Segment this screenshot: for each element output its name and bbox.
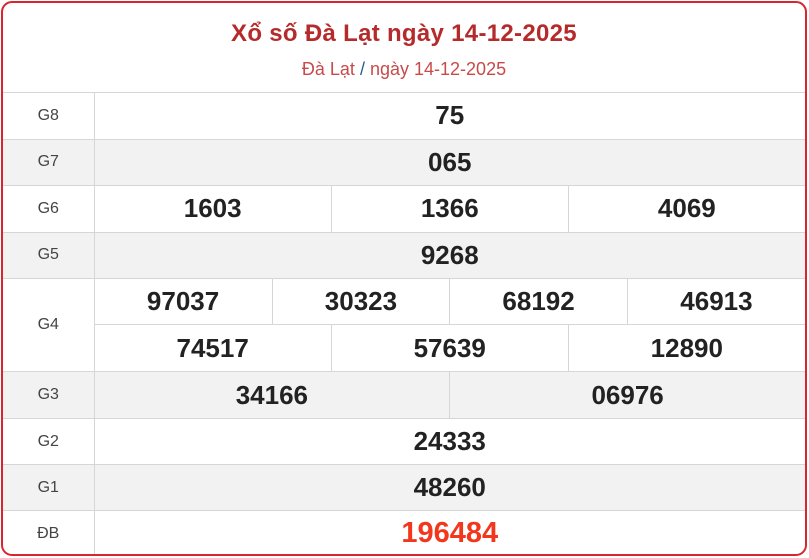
special-prize-number: 196484: [93, 510, 805, 554]
prize-row-g6: G6 1603 1366 4069: [3, 185, 805, 233]
prize-row-g5: G5 9268: [3, 232, 805, 279]
prize-number: 9268: [93, 232, 805, 279]
prize-number: 1603: [183, 193, 242, 223]
breadcrumb: Đà Lạt / ngày 14-12-2025: [3, 59, 805, 80]
prize-number: 4069: [567, 185, 805, 232]
prize-number: 1366: [330, 185, 569, 232]
prize-number: 12890: [567, 325, 805, 371]
prize-number: 48260: [93, 464, 805, 511]
prize-label: G7: [3, 139, 95, 186]
prize-row-g2: G2 24333: [3, 418, 805, 465]
prize-number: 065: [93, 139, 805, 186]
prize-label: G3: [3, 371, 95, 419]
prize-label: G1: [3, 464, 95, 511]
prize-row-special: ĐB 196484: [3, 510, 805, 554]
prize-label: ĐB: [3, 510, 95, 554]
prize-label: G2: [3, 418, 95, 465]
prize-number: 57639: [330, 325, 569, 371]
prize-row-g8: G8 75: [3, 93, 805, 140]
breadcrumb-separator: /: [359, 59, 365, 79]
prize-number: 34166: [94, 372, 450, 418]
prize-label: G6: [3, 185, 95, 233]
prize-row-g7: G7 065: [3, 139, 805, 186]
prize-label: G8: [3, 93, 95, 140]
page-title: Xổ số Đà Lạt ngày 14-12-2025: [231, 20, 577, 47]
prize-row-g1: G1 48260: [3, 464, 805, 511]
prize-number: 24333: [93, 418, 805, 465]
prize-number: 97037: [94, 278, 273, 325]
prize-number: 06976: [449, 372, 805, 418]
results-table: G8 75 G7 065 G6 1603 1366 4069 G5 9268 G4 9…: [3, 93, 805, 554]
breadcrumb-date: ngày 14-12-2025: [369, 59, 507, 79]
prize-number: 68192: [449, 278, 628, 325]
prize-number: 74517: [176, 332, 249, 363]
prize-label: G4: [3, 278, 95, 372]
prize-row-g3: G3 34166 06976: [3, 371, 805, 419]
prize-number: 75: [93, 93, 805, 140]
breadcrumb-place-link[interactable]: Đà Lạt: [301, 59, 355, 79]
prize-label: G5: [3, 232, 95, 279]
prize-number: 46913: [626, 278, 805, 325]
prize-number: 30323: [271, 278, 450, 325]
prize-row-g4: G4 97037 30323 68192 46913 74517 57639 1…: [3, 278, 805, 372]
header: Xổ số Đà Lạt ngày 14-12-2025 Đà Lạt / ng…: [3, 3, 805, 93]
